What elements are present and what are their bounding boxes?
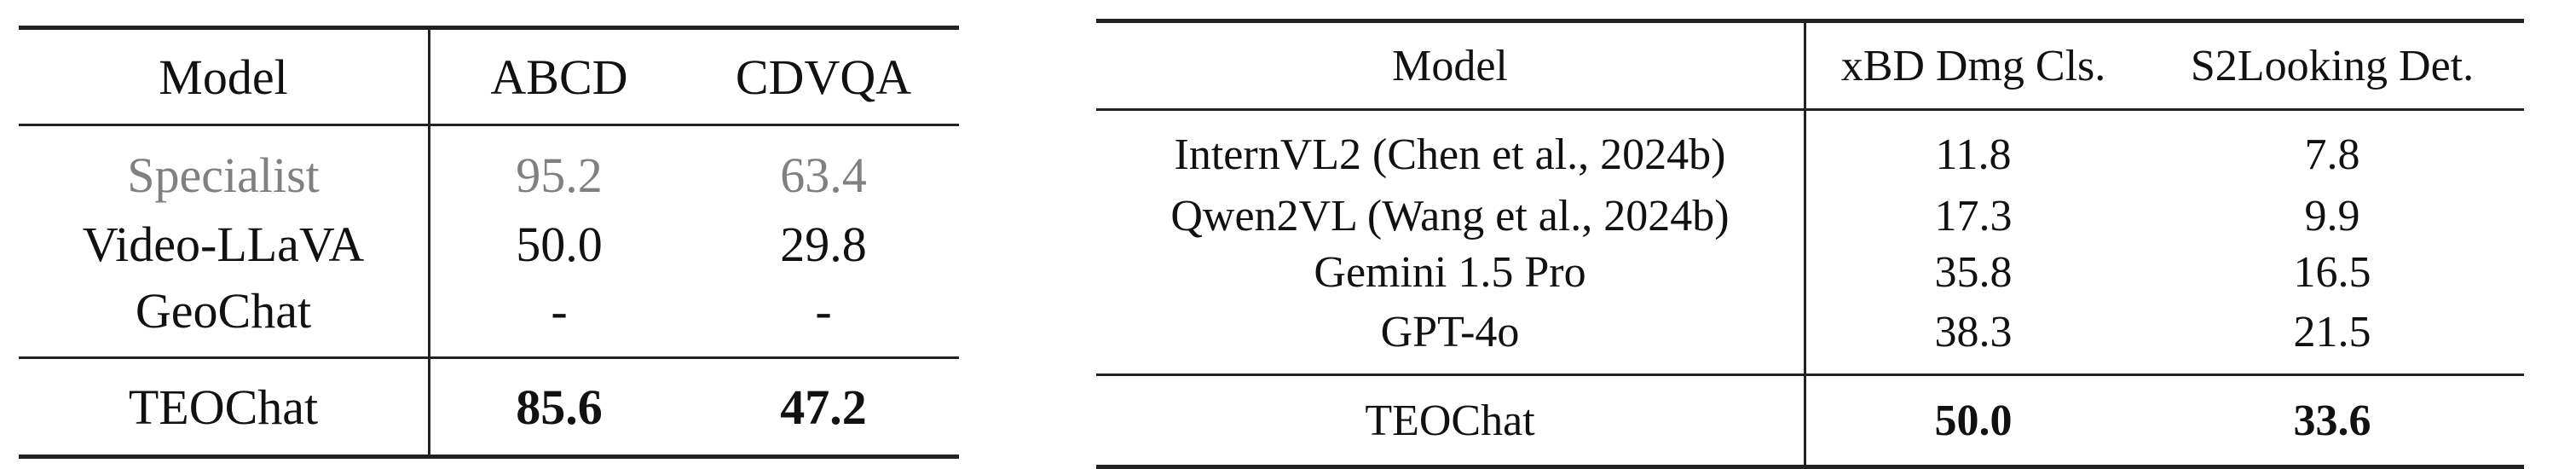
cdvqa-value-cell: - [815,282,832,339]
teochat-row: TEOChat 50.0 33.6 [1096,373,2524,467]
s2looking-header: S2Looking Det. [2140,20,2524,111]
xbd-s2looking-results-table: Model xBD Dmg Cls. S2Looking Det. Intern… [1096,19,2524,469]
xbd-value-cell: 35.8 [1804,244,2140,300]
cdvqa-value-cell: 63.4 [780,147,867,203]
s2looking-value-cell: 16.5 [2293,247,2371,297]
table-row: GeoChat - - [19,276,959,358]
model-name-cell: Qwen2VL (Wang et al., 2024b) [1170,191,1730,240]
model-name-cell: Specialist [127,147,320,203]
xbd-value-cell: 11.8 [1804,109,2140,188]
xbd-header: xBD Dmg Cls. [1804,20,2140,111]
model-name-cell: Video-LLaVA [82,216,365,272]
teochat-row: TEOChat 85.6 47.2 [19,356,959,457]
abcd-header: ABCD [428,27,688,126]
abcd-value-cell: 50.0 [428,211,688,276]
table-row: Qwen2VL (Wang et al., 2024b) 17.3 9.9 [1096,188,2524,244]
table-row: GPT-4o 38.3 21.5 [1096,300,2524,375]
table-row: Video-LLaVA 50.0 29.8 [19,211,959,276]
abcd-value-cell: - [428,276,688,358]
s2looking-value-cell: 21.5 [2293,307,2371,356]
cdvqa-value-cell: 29.8 [780,216,867,272]
xbd-value-cell: 50.0 [1804,373,2140,467]
s2looking-value-cell: 9.9 [2304,191,2360,240]
table-row: Specialist 95.2 63.4 [19,124,959,211]
xbd-value-cell: 17.3 [1804,188,2140,244]
table-header-row: Model xBD Dmg Cls. S2Looking Det. [1096,20,2524,111]
model-name-cell: GeoChat [135,282,312,339]
model-name-cell: TEOChat [1096,373,1805,467]
table-header-row: Model ABCD CDVQA [19,27,959,126]
model-name-cell: TEOChat [19,356,430,457]
abcd-cdvqa-results-table: Model ABCD CDVQA Specialist 95.2 63.4 Vi… [19,26,959,459]
cdvqa-value-cell: 47.2 [688,356,959,457]
cdvqa-header: CDVQA [688,27,959,126]
model-header: Model [1096,20,1805,111]
model-header: Model [19,27,430,126]
model-name-cell: InternVL2 (Chen et al., 2024b) [1174,130,1726,179]
model-name-cell: Gemini 1.5 Pro [1314,247,1586,297]
table-row: Gemini 1.5 Pro 35.8 16.5 [1096,244,2524,300]
xbd-value-cell: 38.3 [1804,300,2140,375]
model-name-cell: GPT-4o [1380,307,1520,356]
abcd-value-cell: 85.6 [428,356,688,457]
table-row: InternVL2 (Chen et al., 2024b) 11.8 7.8 [1096,109,2524,188]
s2looking-value-cell: 33.6 [2140,373,2524,467]
s2looking-value-cell: 7.8 [2304,130,2360,179]
abcd-value-cell: 95.2 [428,124,688,211]
